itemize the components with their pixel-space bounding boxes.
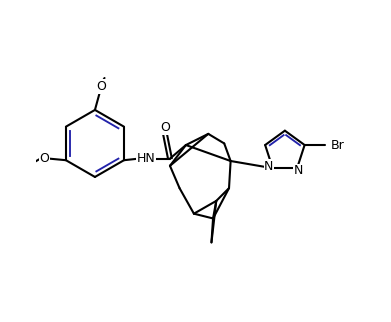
- Text: O: O: [160, 121, 170, 134]
- Text: O: O: [96, 80, 106, 93]
- Text: Br: Br: [331, 138, 345, 152]
- Text: O: O: [39, 152, 50, 165]
- Text: N: N: [264, 160, 274, 173]
- Text: HN: HN: [137, 152, 156, 165]
- Text: N: N: [294, 164, 303, 177]
